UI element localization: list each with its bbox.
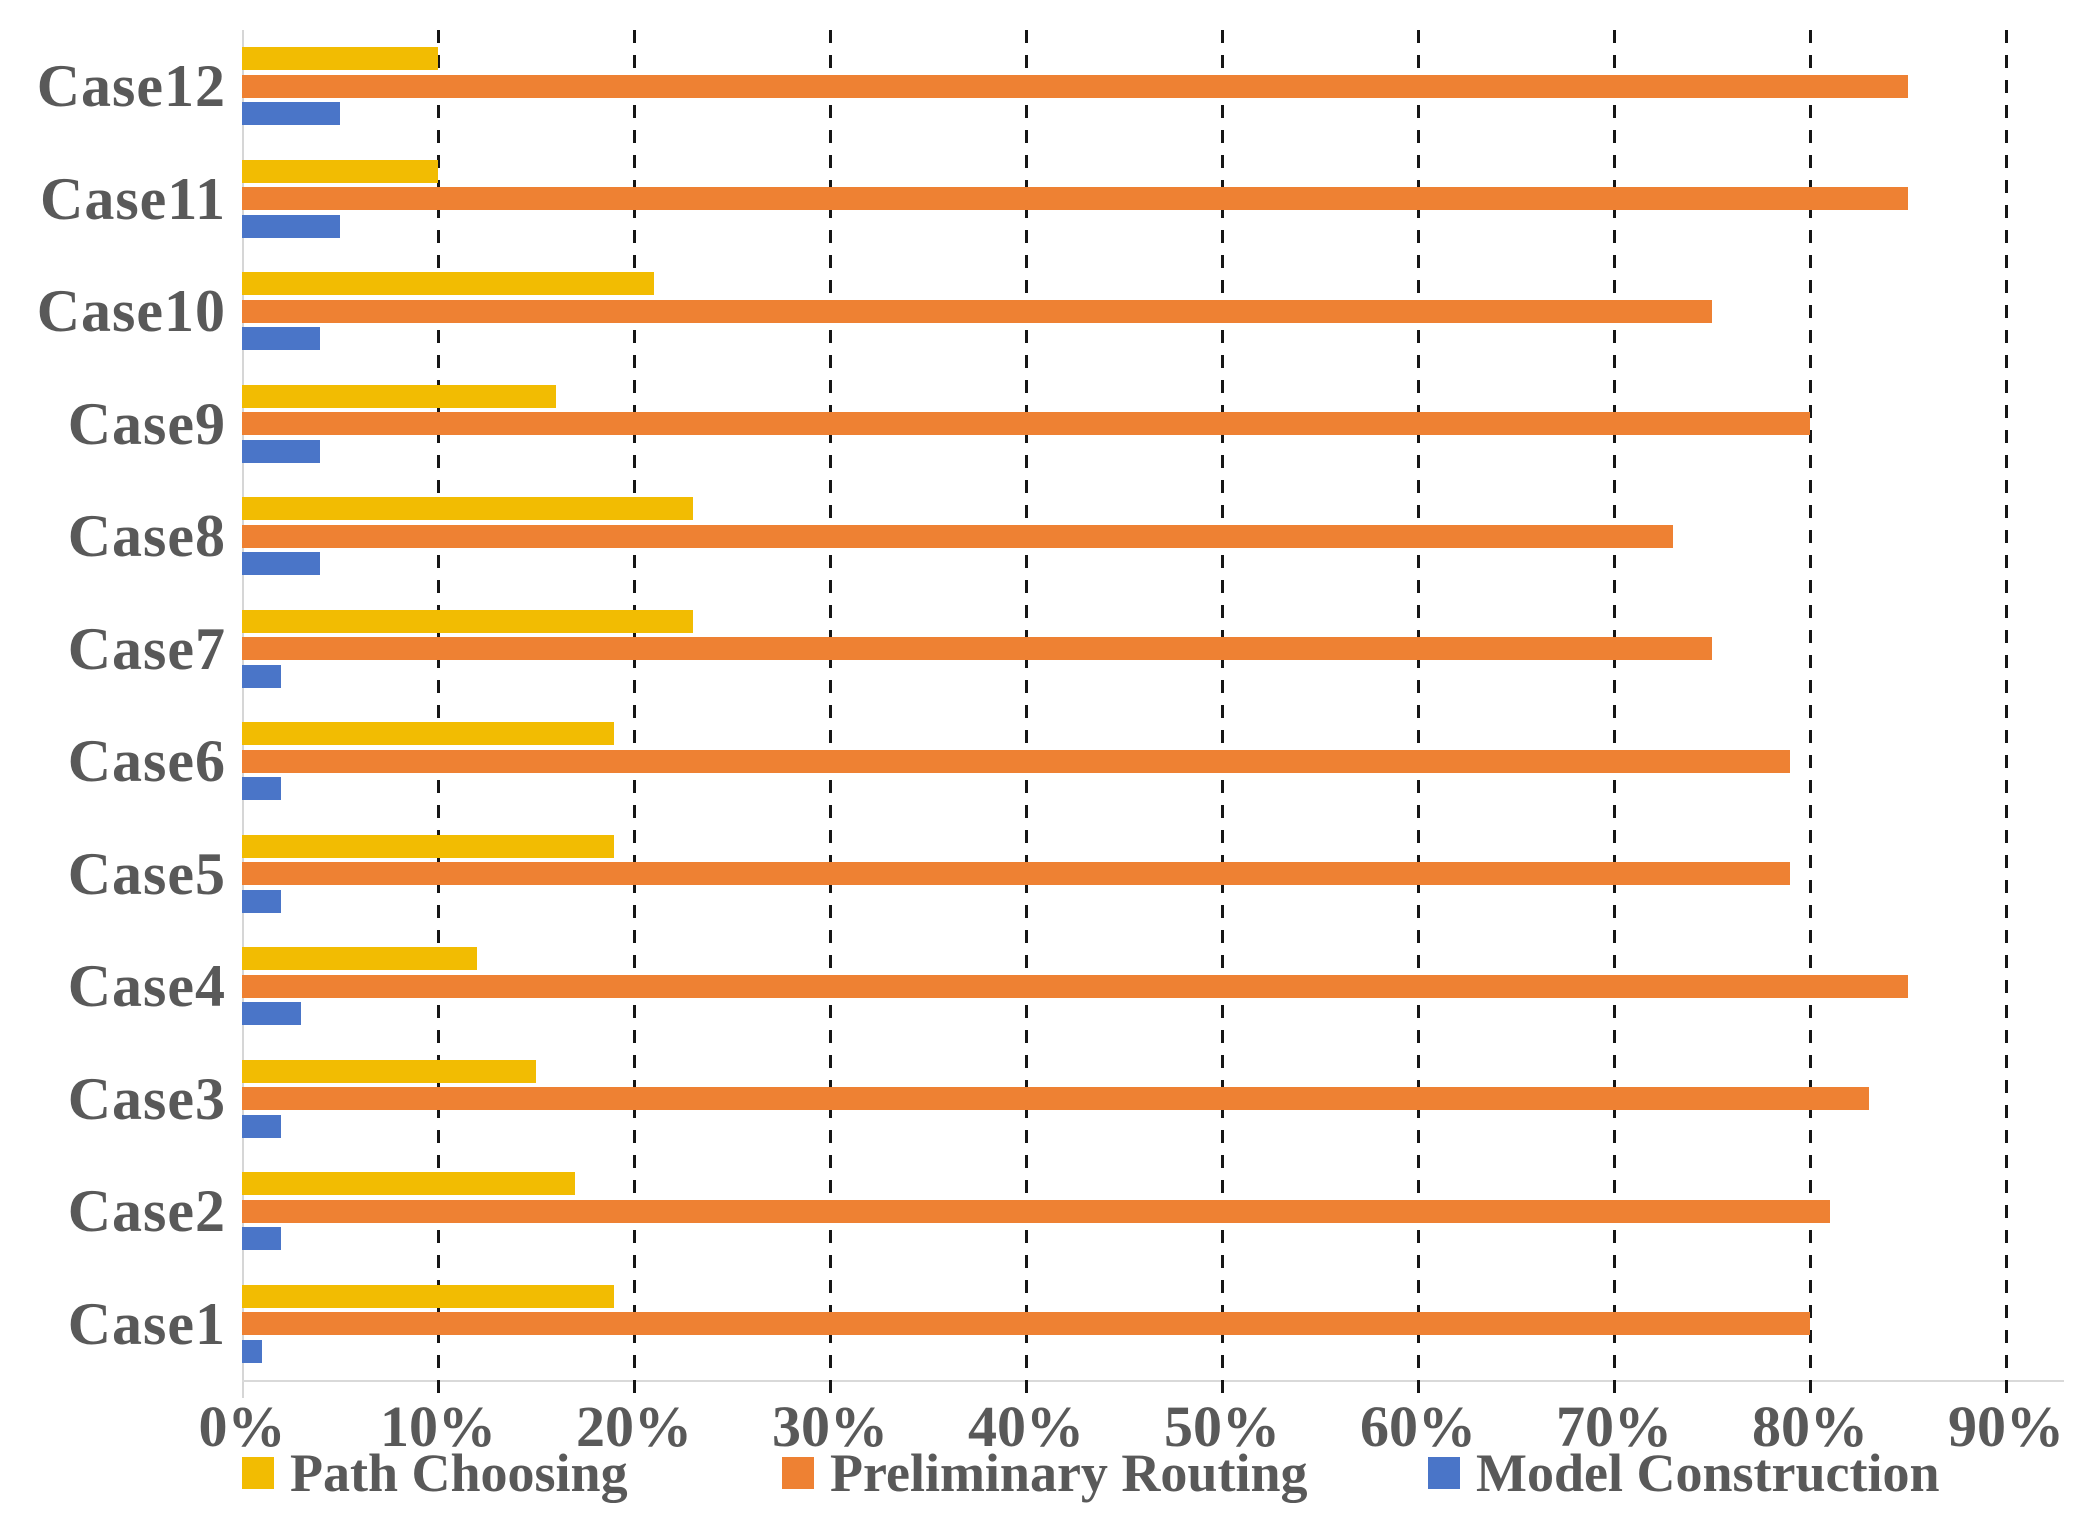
bar-case7-model-construction xyxy=(242,664,282,688)
bar-case5-preliminary-routing xyxy=(242,862,1791,886)
bar-case12-model-construction xyxy=(242,102,340,126)
legend-entry-preliminary-routing: Preliminary Routing xyxy=(782,1446,1307,1500)
legend-label-preliminary-routing: Preliminary Routing xyxy=(830,1443,1308,1503)
gridline-50pct xyxy=(1221,30,1224,1398)
gridline-70pct xyxy=(1613,30,1616,1398)
legend-label-path-choosing: Path Choosing xyxy=(290,1443,628,1503)
category-label-case5: Case5 xyxy=(67,840,226,907)
x-tick-label-0pct: 0% xyxy=(198,1394,286,1459)
bar-case9-preliminary-routing xyxy=(242,412,1810,436)
x-axis-line xyxy=(242,1380,2064,1382)
category-label-case3: Case3 xyxy=(67,1065,226,1132)
category-label-case6: Case6 xyxy=(67,728,226,795)
x-tick-label-10pct: 10% xyxy=(380,1394,496,1459)
category-label-case9: Case9 xyxy=(67,390,226,457)
legend-entry-model-construction: Model Construction xyxy=(1428,1446,1939,1500)
bar-case5-model-construction xyxy=(242,889,282,913)
x-tick-label-80pct: 80% xyxy=(1752,1394,1868,1459)
legend-swatch-icon-model-construction xyxy=(1428,1457,1460,1489)
x-tick-label-60pct: 60% xyxy=(1360,1394,1476,1459)
legend-label-model-construction: Model Construction xyxy=(1476,1443,1940,1503)
bar-case4-preliminary-routing xyxy=(242,974,1908,998)
bar-case5-path-choosing xyxy=(242,834,615,858)
bar-case6-path-choosing xyxy=(242,722,615,746)
bar-case11-path-choosing xyxy=(242,159,438,183)
bar-case4-path-choosing xyxy=(242,947,478,971)
bar-case8-preliminary-routing xyxy=(242,524,1673,548)
bar-case1-path-choosing xyxy=(242,1284,615,1308)
bar-case10-path-choosing xyxy=(242,272,654,296)
category-label-case10: Case10 xyxy=(36,278,226,345)
category-label-case8: Case8 xyxy=(67,503,226,570)
legend-swatch-icon-path-choosing xyxy=(242,1457,274,1489)
bar-case1-model-construction xyxy=(242,1339,262,1363)
gridline-20pct xyxy=(633,30,636,1398)
bar-case9-path-choosing xyxy=(242,384,556,408)
category-label-case7: Case7 xyxy=(67,615,226,682)
gridline-80pct xyxy=(1809,30,1812,1398)
bar-case3-preliminary-routing xyxy=(242,1087,1869,1111)
legend-swatch-icon-preliminary-routing xyxy=(782,1457,814,1489)
gridline-30pct xyxy=(829,30,832,1398)
legend-entry-path-choosing: Path Choosing xyxy=(242,1446,628,1500)
x-tick-label-20pct: 20% xyxy=(576,1394,692,1459)
category-label-case4: Case4 xyxy=(67,953,226,1020)
x-tick-label-70pct: 70% xyxy=(1556,1394,1672,1459)
category-label-case2: Case2 xyxy=(67,1178,226,1245)
bar-case2-preliminary-routing xyxy=(242,1199,1830,1223)
bar-case6-model-construction xyxy=(242,777,282,801)
category-label-case12: Case12 xyxy=(36,53,226,120)
x-tick-label-40pct: 40% xyxy=(968,1394,1084,1459)
bar-case2-model-construction xyxy=(242,1227,282,1251)
x-tick-label-50pct: 50% xyxy=(1164,1394,1280,1459)
gridline-90pct xyxy=(2005,30,2008,1398)
gridline-40pct xyxy=(1025,30,1028,1398)
category-label-case11: Case11 xyxy=(40,165,226,232)
bar-case11-model-construction xyxy=(242,214,340,238)
bar-case10-preliminary-routing xyxy=(242,299,1712,323)
bar-case3-path-choosing xyxy=(242,1059,536,1083)
bar-case7-path-choosing xyxy=(242,609,693,633)
bar-case6-preliminary-routing xyxy=(242,749,1791,773)
bar-case3-model-construction xyxy=(242,1114,282,1138)
bar-case12-preliminary-routing xyxy=(242,74,1908,98)
gridline-10pct xyxy=(437,30,440,1398)
bar-case8-model-construction xyxy=(242,552,321,576)
bar-case9-model-construction xyxy=(242,439,321,463)
bar-case2-path-choosing xyxy=(242,1172,576,1196)
bar-case8-path-choosing xyxy=(242,497,693,521)
category-label-case1: Case1 xyxy=(67,1290,226,1357)
gridline-60pct xyxy=(1417,30,1420,1398)
x-tick-label-30pct: 30% xyxy=(772,1394,888,1459)
bar-case10-model-construction xyxy=(242,327,321,351)
bar-case1-preliminary-routing xyxy=(242,1312,1810,1336)
bar-case4-model-construction xyxy=(242,1002,301,1026)
bar-case11-preliminary-routing xyxy=(242,187,1908,211)
x-tick-label-90pct: 90% xyxy=(1948,1394,2064,1459)
bar-case12-path-choosing xyxy=(242,47,438,71)
bar-case7-preliminary-routing xyxy=(242,637,1712,661)
plot-area xyxy=(242,30,2076,1398)
y-axis-line xyxy=(242,30,244,1398)
